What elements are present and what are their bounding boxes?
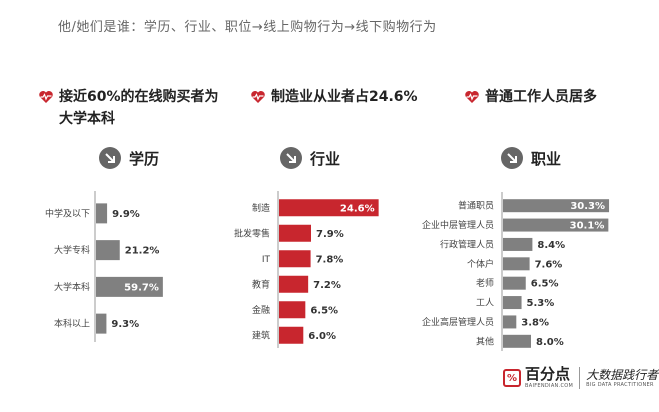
value-label: 9.9% <box>112 209 140 220</box>
value-label: 30.3% <box>570 201 605 212</box>
category-education: 学历 <box>99 147 159 169</box>
category-label: 大学本科 <box>54 281 90 293</box>
logo-sub: BIG DATA PRACTITIONER <box>586 381 654 388</box>
arrow-down-right-icon <box>501 147 523 169</box>
value-label: 9.3% <box>111 319 139 330</box>
value-label: 7.9% <box>316 229 344 240</box>
value-label: 6.5% <box>310 305 338 316</box>
bar <box>96 313 107 334</box>
value-label: 8.0% <box>536 337 564 348</box>
brand-logo: % 百分点 BAIFENDIAN.COM 大数据践行者 BIG DATA PRA… <box>503 367 658 389</box>
bar <box>503 218 609 232</box>
category-label: 其他 <box>476 335 494 347</box>
category-label: 大学专科 <box>54 244 90 256</box>
category-label: 教育 <box>252 278 270 290</box>
value-label: 30.1% <box>570 221 605 232</box>
value-label: 8.4% <box>537 240 565 251</box>
bar <box>96 240 120 261</box>
category-label: 老师 <box>476 277 494 289</box>
category-label: IT <box>262 255 271 265</box>
value-label: 59.7% <box>124 282 159 293</box>
bar <box>279 199 379 217</box>
headline-industry-text: 制造业从业者占24.6% <box>271 89 418 105</box>
category-occupation: 职业 <box>501 147 561 169</box>
value-label: 6.0% <box>308 331 336 342</box>
bar <box>503 199 610 213</box>
category-label: 建筑 <box>252 329 270 341</box>
page-title: 他/她们是谁：学历、行业、职位→线上购物行为→线下购物行为 <box>58 20 437 35</box>
percent-logo-icon: % <box>503 369 521 387</box>
value-label: 7.8% <box>316 254 344 265</box>
bar <box>503 296 522 310</box>
category-label: 批发零售 <box>234 227 270 239</box>
value-label: 24.6% <box>340 203 375 214</box>
bar <box>279 301 306 319</box>
bar <box>279 275 309 293</box>
headline-occupation: 普通工作人员居多 <box>464 86 644 108</box>
arrow-down-right-icon <box>99 147 121 169</box>
bar <box>503 257 530 271</box>
headline-occupation-text: 普通工作人员居多 <box>485 89 597 105</box>
heart-pulse-icon <box>39 91 53 103</box>
value-label: 5.3% <box>527 298 555 309</box>
heart-pulse-icon <box>251 91 265 103</box>
value-label: 7.2% <box>313 280 341 291</box>
bar <box>503 334 531 348</box>
category-occupation-label: 职业 <box>531 149 562 168</box>
bar <box>503 276 526 290</box>
category-industry: 行业 <box>280 147 340 169</box>
arrow-down-right-icon <box>280 147 302 169</box>
category-label: 普通职员 <box>458 200 494 212</box>
category-label: 中学及以下 <box>45 207 90 219</box>
bar <box>96 203 108 224</box>
category-education-label: 学历 <box>129 149 160 168</box>
value-label: 6.5% <box>531 279 559 290</box>
bar <box>503 315 517 329</box>
category-label: 工人 <box>476 298 494 309</box>
bar <box>279 326 304 344</box>
headline-industry: 制造业从业者占24.6% <box>250 86 440 108</box>
headline-education-text: 接近60%的在线购买者为大学本科 <box>59 89 219 127</box>
category-label: 个体户 <box>467 258 494 270</box>
bar <box>96 276 163 297</box>
value-label: 21.2% <box>125 246 160 257</box>
bar <box>279 224 311 242</box>
logo-url: BAIFENDIAN.COM <box>525 383 574 389</box>
bar <box>503 237 533 251</box>
category-label: 本科以上 <box>54 318 90 330</box>
heart-pulse-icon <box>465 91 479 103</box>
category-label: 制造 <box>252 202 270 214</box>
category-label: 企业中层管理人员 <box>422 219 494 231</box>
logo-divider <box>579 367 581 389</box>
value-label: 7.6% <box>535 259 563 270</box>
logo-slogan: 大数据践行者 <box>586 367 659 382</box>
category-label: 金融 <box>252 304 270 316</box>
category-label: 企业高层管理人员 <box>422 316 494 328</box>
logo-name: 百分点 <box>525 365 571 383</box>
bar <box>279 250 311 268</box>
category-label: 行政管理人员 <box>440 238 494 250</box>
headline-education: 接近60%的在线购买者为大学本科 <box>38 86 228 130</box>
category-industry-label: 行业 <box>310 149 341 168</box>
value-label: 3.8% <box>521 317 549 328</box>
